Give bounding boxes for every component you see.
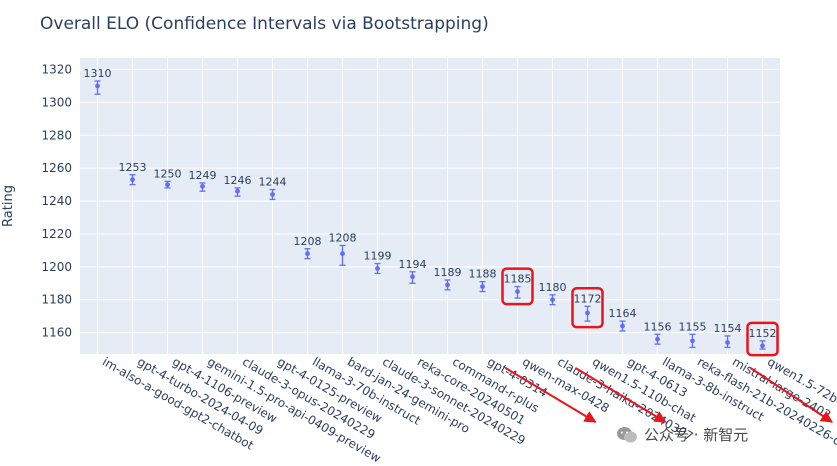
- y-tick-label: 1220: [41, 227, 72, 241]
- data-label: 1188: [469, 268, 497, 281]
- data-points: 1310 1253 1250 1249 1246 1244 1208 1208 1199 1194…: [84, 67, 777, 350]
- highlight-arrow: [504, 367, 597, 423]
- y-tick-label: 1320: [41, 63, 72, 77]
- data-label: 1185: [504, 273, 532, 286]
- data-label: 1246: [224, 174, 252, 187]
- data-label: 1244: [259, 176, 287, 189]
- data-label: 1152: [749, 327, 777, 340]
- data-point: 1199: [364, 250, 392, 275]
- data-label: 1310: [84, 67, 112, 80]
- point-marker: [620, 323, 625, 329]
- data-point: 1194: [399, 258, 427, 284]
- point-marker: [130, 177, 135, 183]
- point-marker: [725, 340, 730, 345]
- data-label: 1189: [434, 266, 462, 279]
- highlight-box: [746, 321, 779, 357]
- data-point: 1172: [574, 292, 602, 322]
- y-tick-label: 1180: [41, 293, 72, 307]
- data-point: 1152: [749, 327, 777, 350]
- data-label: 1164: [609, 307, 637, 320]
- data-point: 1244: [259, 176, 287, 201]
- point-marker: [585, 310, 590, 316]
- point-marker: [165, 182, 170, 188]
- watermark: 公众号 · 新智元: [616, 424, 748, 445]
- y-tick-label: 1300: [41, 95, 72, 109]
- highlight-box: [571, 287, 604, 329]
- point-marker: [655, 336, 660, 342]
- y-tick-label: 1240: [41, 194, 72, 208]
- data-label: 1250: [154, 167, 182, 180]
- y-axis-ticks: 1160 1180 1200 1220 1240 1260 1280 1300 1320: [41, 63, 72, 340]
- data-point: 1208: [294, 235, 322, 260]
- data-point: 1185: [504, 273, 532, 299]
- data-label: 1194: [399, 258, 427, 271]
- data-label: 1180: [539, 281, 567, 294]
- point-marker: [480, 284, 485, 289]
- point-marker: [200, 183, 205, 189]
- highlight-arrow: [574, 367, 667, 423]
- data-point: 1253: [119, 161, 147, 186]
- y-axis-label: Rating: [1, 185, 16, 227]
- y-tick-label: 1160: [41, 326, 72, 340]
- watermark-text: 公众号 · 新智元: [644, 426, 749, 444]
- data-point: 1155: [679, 320, 707, 349]
- data-label: 1156: [644, 320, 672, 333]
- wechat-logo-icon: [617, 426, 637, 442]
- gridlines: [80, 58, 780, 354]
- data-point: 1180: [539, 281, 567, 306]
- data-label: 1249: [189, 169, 217, 182]
- y-tick-label: 1280: [41, 128, 72, 142]
- point-marker: [305, 251, 310, 257]
- point-marker: [515, 289, 520, 294]
- data-point: 1154: [714, 322, 742, 349]
- y-tick-label: 1200: [41, 260, 72, 274]
- data-point: 1156: [644, 320, 672, 345]
- point-marker: [340, 251, 345, 257]
- chart-title: Overall ELO (Confidence Intervals via Bo…: [40, 14, 489, 34]
- plot-area: [80, 58, 780, 354]
- point-marker: [375, 266, 380, 271]
- data-label: 1154: [714, 322, 742, 335]
- point-marker: [235, 188, 240, 194]
- point-marker: [550, 297, 555, 303]
- data-point: 1246: [224, 174, 252, 197]
- data-point: 1310: [84, 67, 112, 95]
- point-marker: [690, 338, 695, 344]
- data-point: 1189: [434, 266, 462, 291]
- data-point: 1164: [609, 307, 637, 332]
- data-point: 1250: [154, 167, 182, 189]
- data-label: 1172: [574, 292, 602, 305]
- highlight-box: [501, 267, 534, 306]
- x-axis-ticks: im-also-a-good-gpt2-chatbotgpt-4-turbo-2…: [100, 354, 837, 465]
- point-marker: [445, 282, 450, 288]
- data-point: 1188: [469, 268, 497, 293]
- point-marker: [410, 274, 415, 280]
- point-marker: [760, 343, 765, 349]
- data-label: 1253: [119, 161, 147, 174]
- point-marker: [95, 83, 100, 89]
- point-marker: [270, 192, 275, 197]
- data-point: 1208: [329, 231, 357, 266]
- highlight-annotations: [501, 267, 834, 423]
- data-label: 1155: [679, 320, 707, 333]
- highlight-arrow: [749, 367, 834, 423]
- data-point: 1249: [189, 169, 217, 192]
- data-label: 1199: [364, 250, 392, 263]
- data-label: 1208: [329, 231, 357, 244]
- y-tick-label: 1260: [41, 161, 72, 175]
- data-label: 1208: [294, 235, 322, 248]
